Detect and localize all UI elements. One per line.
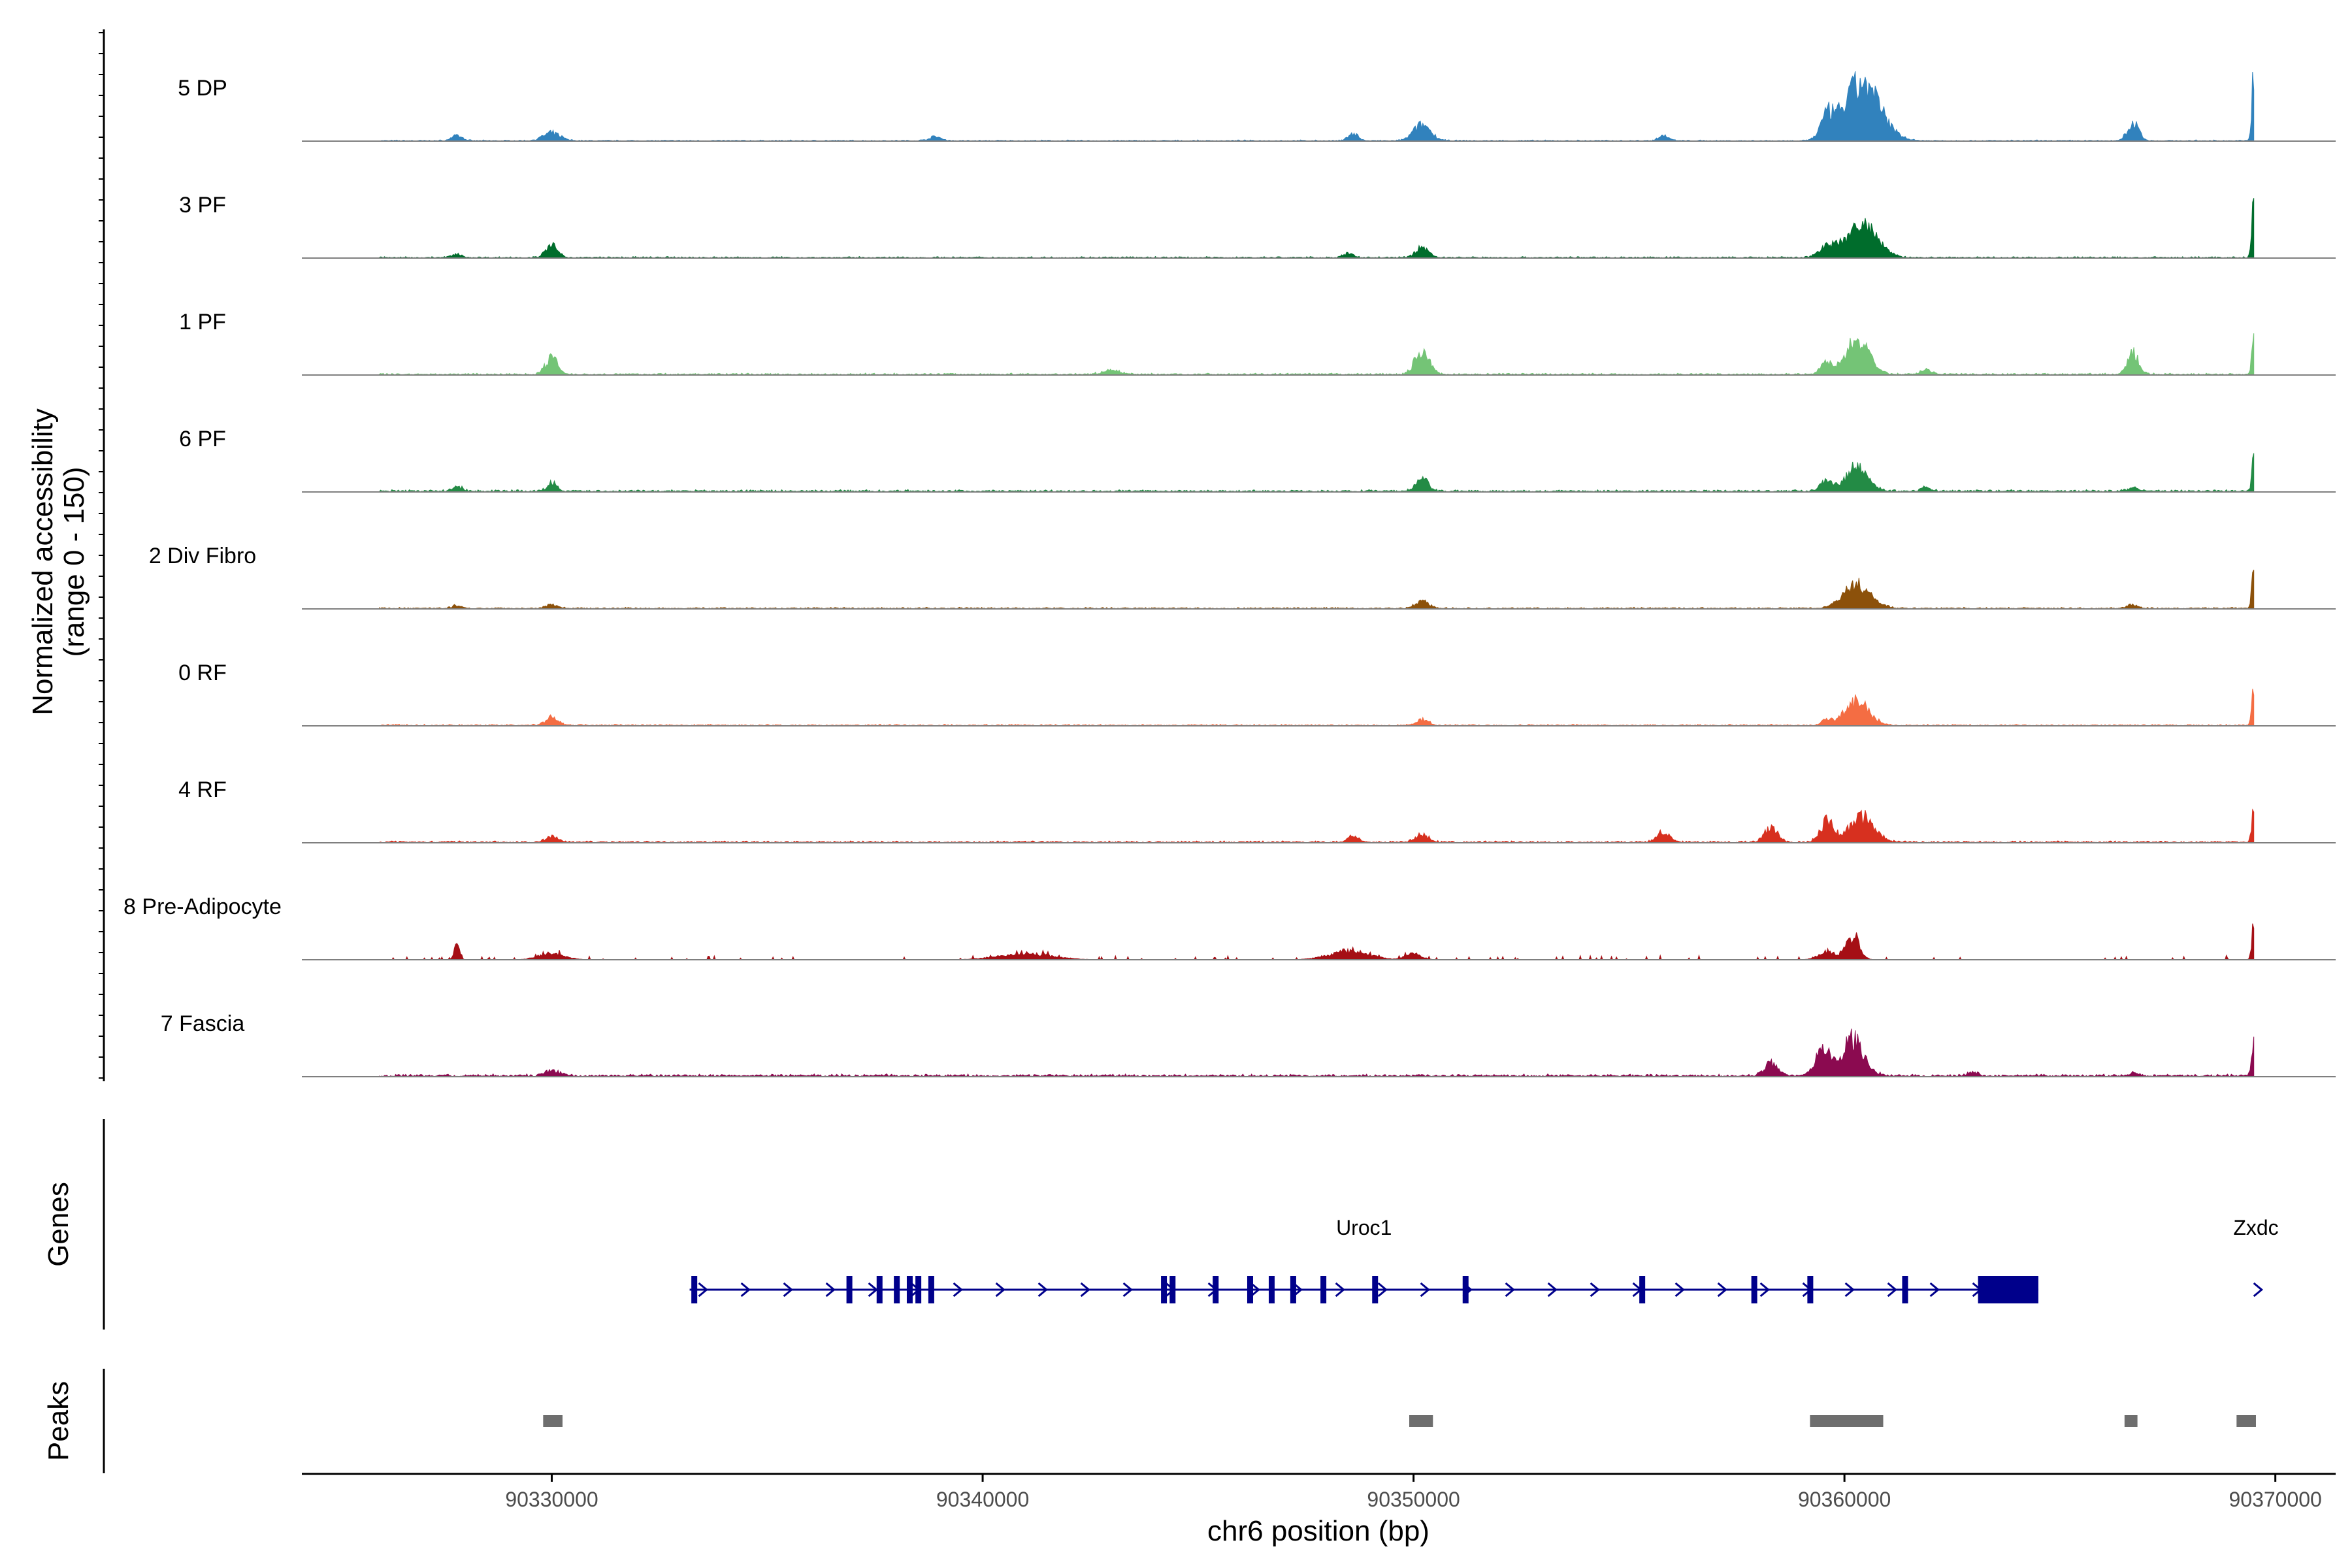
track-label: 8 Pre-Adipocyte xyxy=(123,894,282,919)
coverage-area xyxy=(379,333,2255,376)
strand-arrow xyxy=(1080,1282,1090,1298)
track-label: 4 RF xyxy=(178,777,227,802)
exon xyxy=(1169,1276,1176,1303)
strand-arrow xyxy=(1929,1282,1940,1298)
exon-utr-block xyxy=(1978,1276,2038,1303)
peak-regions xyxy=(543,1415,2256,1427)
strand-arrow xyxy=(1250,1282,1260,1298)
track-label: 3 PF xyxy=(179,193,226,218)
coverage-area xyxy=(379,689,2255,727)
exon xyxy=(1639,1276,1646,1303)
track-label: 1 PF xyxy=(179,310,226,335)
x-tick-label: 90360000 xyxy=(1798,1488,1891,1511)
y-axis-subtitle: (range 0 - 150) xyxy=(58,466,90,657)
exon xyxy=(894,1276,900,1303)
strand-arrow xyxy=(868,1282,878,1298)
strand-arrow xyxy=(698,1282,708,1298)
strand-arrow xyxy=(1037,1282,1048,1298)
gene-annotations: Uroc1 Zxdc xyxy=(689,1216,2279,1303)
coverage-tracks: 5 DP 3 PF 1 PF 6 PF 2 Div Fibro 0 RF 4 RF 8 Pre… xyxy=(123,71,2336,1078)
exon xyxy=(1213,1276,1219,1303)
track-label: 6 PF xyxy=(179,427,226,451)
strand-arrow xyxy=(1674,1282,1685,1298)
peak-region xyxy=(2236,1415,2256,1427)
strand-arrow xyxy=(1547,1282,1558,1298)
y-axis-title: Normalized accessibility xyxy=(27,408,59,715)
exon xyxy=(846,1276,853,1303)
exon xyxy=(1751,1276,1757,1303)
exon xyxy=(928,1276,934,1303)
track-7: 4 RF xyxy=(178,777,2336,843)
strand-arrow xyxy=(1335,1282,1345,1298)
coverage-area xyxy=(379,1028,2255,1078)
track-3: 1 PF xyxy=(179,310,2336,376)
exon xyxy=(1320,1276,1327,1303)
peak-region xyxy=(2124,1415,2138,1427)
x-tick-label: 90340000 xyxy=(936,1488,1029,1511)
exon xyxy=(1902,1276,1908,1303)
strand-arrow xyxy=(2253,1282,2264,1298)
track-label: 5 DP xyxy=(178,76,227,101)
peak-region xyxy=(1409,1415,1433,1427)
gene-uroc1: Uroc1 xyxy=(689,1216,2038,1303)
x-axis-title: chr6 position (bp) xyxy=(1207,1515,1429,1547)
coverage-area xyxy=(379,198,2255,259)
peak-region xyxy=(543,1415,563,1427)
gene-label: Zxdc xyxy=(2233,1216,2278,1239)
exon xyxy=(1161,1276,1168,1303)
exon xyxy=(915,1276,922,1303)
exon xyxy=(1290,1276,1296,1303)
x-tick-label: 90370000 xyxy=(2229,1488,2321,1511)
strand-arrow xyxy=(1122,1282,1133,1298)
track-9: 7 Fascia xyxy=(161,1011,2336,1078)
coverage-area xyxy=(379,71,2255,142)
strand-arrow xyxy=(825,1282,836,1298)
track-label: 2 Div Fibro xyxy=(149,544,256,568)
coverage-area xyxy=(379,453,2255,493)
strand-arrow xyxy=(1759,1282,1770,1298)
coverage-area xyxy=(379,923,2255,961)
track-4: 6 PF xyxy=(179,427,2336,493)
exon xyxy=(876,1276,883,1303)
exon xyxy=(1807,1276,1814,1303)
track-6: 0 RF xyxy=(178,661,2336,727)
track-label: 0 RF xyxy=(178,661,227,685)
track-8: 8 Pre-Adipocyte xyxy=(123,894,2336,961)
strand-arrow xyxy=(1420,1282,1430,1298)
exon xyxy=(691,1276,698,1303)
peak-region xyxy=(1810,1415,1884,1427)
track-2: 3 PF xyxy=(179,193,2336,259)
coverage-area xyxy=(379,569,2255,610)
strand-arrow xyxy=(1717,1282,1727,1298)
genes-panel-title: Genes xyxy=(42,1182,74,1267)
x-axis-ticks: 90330000 90340000 90350000 90360000 90370000 xyxy=(505,1474,2322,1511)
strand-arrow xyxy=(953,1282,963,1298)
coverage-area xyxy=(379,808,2255,843)
exon xyxy=(1372,1276,1379,1303)
track-1: 5 DP xyxy=(178,71,2336,142)
y-axis-ticks xyxy=(99,32,104,1079)
gene-label: Uroc1 xyxy=(1336,1216,1392,1239)
strand-arrow xyxy=(1505,1282,1515,1298)
exon xyxy=(1247,1276,1253,1303)
track-5: 2 Div Fibro xyxy=(149,544,2336,610)
x-tick-label: 90330000 xyxy=(505,1488,598,1511)
x-tick-label: 90350000 xyxy=(1367,1488,1460,1511)
exon xyxy=(906,1276,913,1303)
strand-arrow xyxy=(1377,1282,1388,1298)
strand-arrow xyxy=(1887,1282,1897,1298)
strand-arrow xyxy=(740,1282,751,1298)
exon xyxy=(1462,1276,1469,1303)
strand-arrow xyxy=(995,1282,1005,1298)
strand-arrow xyxy=(783,1282,793,1298)
strand-arrow xyxy=(1844,1282,1855,1298)
gene-zxdc: Zxdc xyxy=(2233,1216,2279,1298)
track-label: 7 Fascia xyxy=(161,1011,245,1036)
strand-arrow xyxy=(1590,1282,1600,1298)
peaks-panel-title: Peaks xyxy=(42,1381,74,1461)
exon xyxy=(1268,1276,1275,1303)
